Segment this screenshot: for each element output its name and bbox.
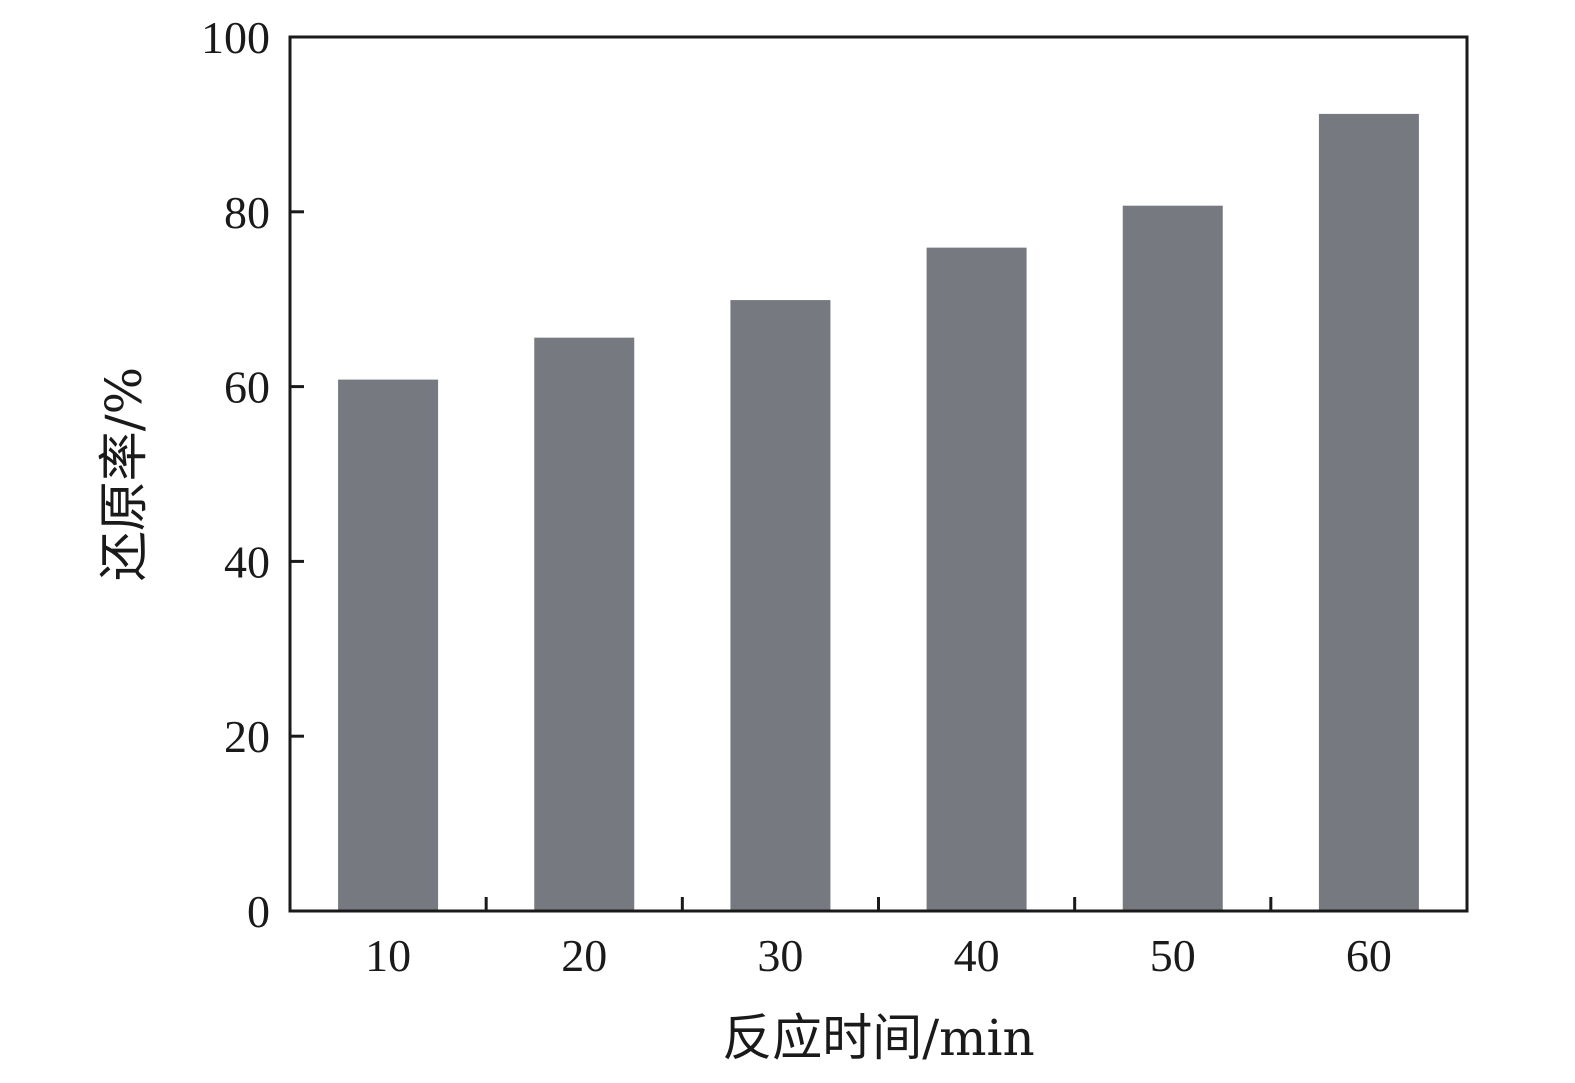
x-axis-title: 反应时间/min xyxy=(722,1009,1034,1067)
bar-30 xyxy=(730,300,831,912)
y-tick-label: 100 xyxy=(201,12,270,63)
y-tick-label: 20 xyxy=(224,711,270,762)
x-tick-label: 10 xyxy=(365,930,411,981)
y-tick-label: 80 xyxy=(224,187,270,238)
x-tick-label: 20 xyxy=(561,930,607,981)
bars-layer xyxy=(338,113,1419,912)
x-tick-label: 60 xyxy=(1346,930,1392,981)
y-tick-label: 0 xyxy=(247,886,270,937)
x-axis-ticks: 10 20 30 40 50 60 xyxy=(365,897,1392,981)
y-tick-label: 40 xyxy=(224,536,270,587)
x-tick-label: 30 xyxy=(757,930,803,981)
y-axis-ticks: 0 20 40 60 80 100 xyxy=(201,12,304,937)
bar-10 xyxy=(338,379,439,911)
y-tick-label: 60 xyxy=(224,362,270,413)
plot-frame xyxy=(288,35,1469,913)
axes-layer xyxy=(288,35,1469,913)
x-tick-label: 40 xyxy=(954,930,1000,981)
x-tick-label: 50 xyxy=(1150,930,1196,981)
bar-40 xyxy=(926,247,1027,911)
bar-50 xyxy=(1122,205,1223,911)
bar-20 xyxy=(534,337,635,911)
bar-60 xyxy=(1318,113,1419,912)
y-axis-title: 还原率/% xyxy=(95,367,153,581)
